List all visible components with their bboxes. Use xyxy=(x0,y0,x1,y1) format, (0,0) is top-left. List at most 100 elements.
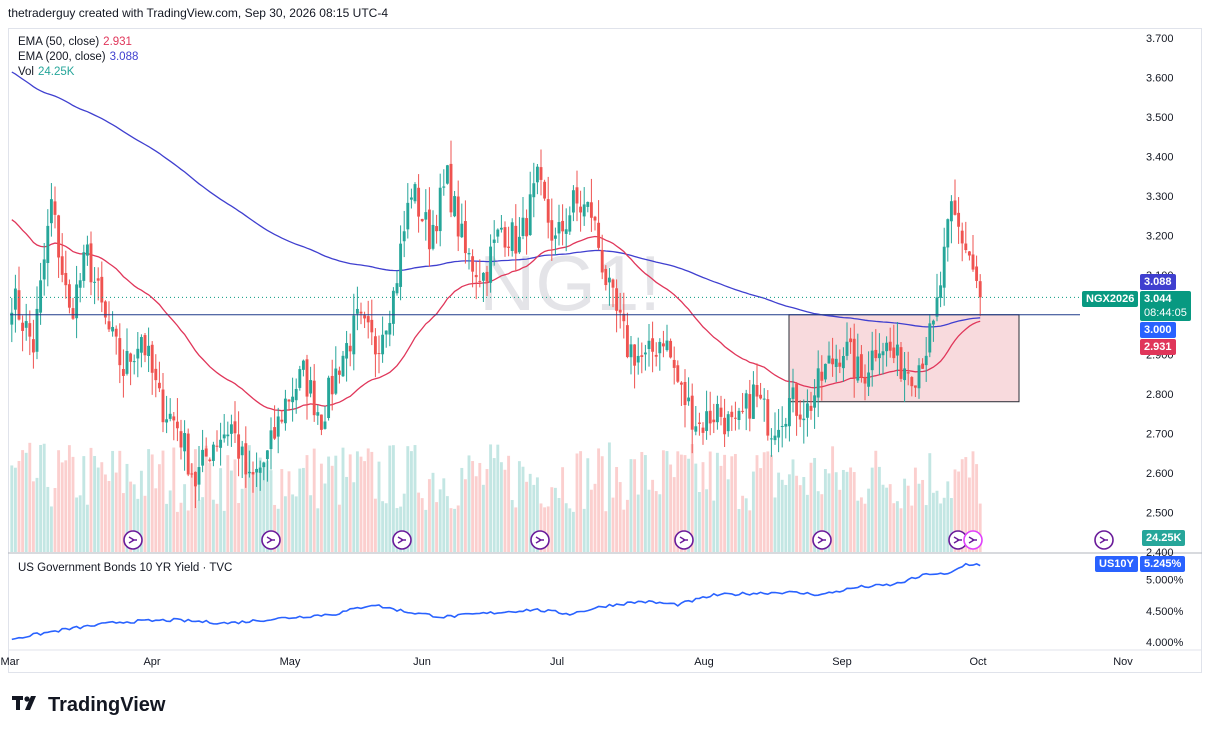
candle-body xyxy=(885,342,889,352)
candle xyxy=(831,337,835,377)
volume-bar xyxy=(312,448,316,552)
volume-bar xyxy=(849,467,853,552)
economic-event-icon[interactable] xyxy=(392,530,412,550)
candle xyxy=(435,214,439,244)
candle-body xyxy=(276,416,280,437)
legend-volume[interactable]: Vol 24.25K xyxy=(18,65,138,80)
level-price-badge: 3.000 xyxy=(1140,322,1176,338)
candle xyxy=(53,186,57,229)
candle-body xyxy=(489,246,493,283)
candle-body xyxy=(42,259,46,280)
candle xyxy=(456,180,460,252)
candle-body xyxy=(485,271,489,282)
tradingview-logo[interactable]: TradingView xyxy=(12,694,165,717)
candle xyxy=(481,272,485,302)
candle xyxy=(705,390,709,440)
volume-bar xyxy=(143,495,147,552)
volume-bar xyxy=(759,468,763,552)
month-label: May xyxy=(280,656,301,668)
candle xyxy=(967,250,971,261)
ema200-price-badge: 3.088 xyxy=(1140,274,1176,290)
volume-bar xyxy=(665,451,669,552)
candle xyxy=(147,327,151,373)
volume-bar xyxy=(352,482,356,552)
volume-bar xyxy=(355,451,359,552)
candle-body xyxy=(705,411,709,431)
candle-body xyxy=(712,419,716,423)
candle xyxy=(485,265,489,297)
candle xyxy=(665,324,669,352)
candle-body xyxy=(683,381,687,406)
ema50-label: EMA (50, close) xyxy=(18,36,100,48)
candle xyxy=(931,319,935,342)
candle-body xyxy=(856,356,860,381)
volume-bar xyxy=(283,496,287,552)
candle xyxy=(445,164,449,185)
candle xyxy=(431,210,435,251)
candle xyxy=(791,368,795,413)
candle-body xyxy=(827,355,831,364)
candle xyxy=(935,273,939,322)
volume-bar xyxy=(154,488,158,552)
candle-body xyxy=(510,222,514,251)
candle-body xyxy=(877,353,881,359)
candle-body xyxy=(611,279,615,288)
candle-body xyxy=(319,414,323,430)
economic-event-icon[interactable] xyxy=(963,530,983,550)
volume-bar xyxy=(726,479,730,552)
volume-bar xyxy=(381,501,385,552)
candle-body xyxy=(636,355,640,363)
candle xyxy=(121,349,125,398)
candle xyxy=(755,363,759,408)
candle-body xyxy=(139,337,143,353)
volume-bar xyxy=(593,483,597,552)
volume-bar xyxy=(139,470,143,552)
candle xyxy=(697,412,701,436)
volume-bar xyxy=(197,499,201,552)
economic-event-icon[interactable] xyxy=(123,530,143,550)
candle-body xyxy=(219,439,223,448)
candle xyxy=(690,383,694,454)
candle-body xyxy=(640,355,644,357)
candle xyxy=(352,293,356,371)
candle-body xyxy=(161,389,165,423)
candle xyxy=(553,227,557,255)
candle-body xyxy=(406,202,410,230)
volume-bar xyxy=(478,462,482,552)
candle-body xyxy=(514,225,518,254)
candle-body xyxy=(381,334,385,355)
candle-body xyxy=(946,219,950,248)
candle xyxy=(629,335,633,375)
legend-ema200[interactable]: EMA (200, close) 3.088 xyxy=(18,50,138,65)
volume-bar xyxy=(532,484,536,552)
volume-bar xyxy=(57,450,61,552)
chart-frame xyxy=(8,28,1202,673)
yield-tick-label: 4.000% xyxy=(1146,637,1184,649)
candle-body xyxy=(870,350,874,371)
volume-value: 24.25K xyxy=(38,66,75,78)
economic-event-icon[interactable] xyxy=(812,530,832,550)
candle-body xyxy=(456,196,460,237)
legend-ema50[interactable]: EMA (50, close) 2.931 xyxy=(18,35,138,50)
economic-event-icon[interactable] xyxy=(1094,530,1114,550)
economic-event-icon[interactable] xyxy=(530,530,550,550)
volume-bar xyxy=(435,502,439,552)
volume-bar xyxy=(323,483,327,552)
candle-body xyxy=(478,280,482,282)
candle-body xyxy=(643,352,647,355)
candle-body xyxy=(273,427,277,439)
yield-tick-label: 5.000% xyxy=(1146,575,1184,587)
candle-body xyxy=(849,338,853,343)
candle-body xyxy=(409,197,413,200)
candle-body xyxy=(283,398,287,424)
candle-body xyxy=(910,377,914,387)
candle-body xyxy=(373,336,377,355)
volume-bar xyxy=(755,455,759,552)
volume-bar xyxy=(820,494,824,552)
candle-body xyxy=(575,187,579,204)
economic-event-icon[interactable] xyxy=(261,530,281,550)
economic-event-icon[interactable] xyxy=(674,530,694,550)
volume-bar xyxy=(49,506,53,552)
candle-body xyxy=(118,338,122,366)
